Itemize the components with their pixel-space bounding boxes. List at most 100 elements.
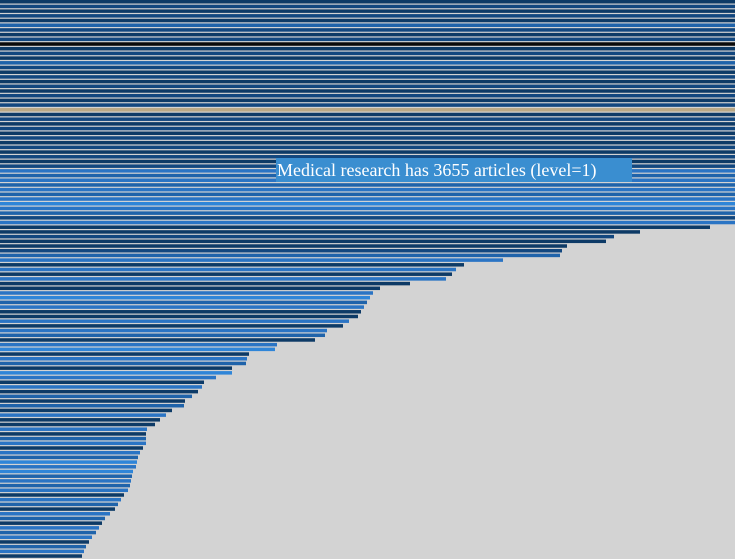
bar[interactable] — [0, 441, 146, 446]
bar[interactable] — [0, 422, 155, 427]
bar[interactable] — [0, 56, 735, 60]
bar[interactable] — [0, 192, 735, 197]
bar[interactable] — [0, 394, 192, 399]
bar[interactable] — [0, 389, 198, 394]
bar[interactable] — [0, 324, 343, 328]
bar[interactable] — [0, 366, 232, 370]
bar[interactable] — [0, 211, 735, 215]
bar[interactable] — [0, 42, 735, 46]
bar[interactable] — [0, 418, 160, 422]
bar[interactable] — [0, 338, 315, 342]
bar[interactable] — [0, 258, 503, 262]
bar[interactable] — [0, 357, 247, 361]
bar[interactable] — [0, 399, 185, 403]
bar[interactable] — [0, 380, 204, 385]
bar[interactable] — [0, 455, 138, 460]
bar[interactable] — [0, 436, 146, 441]
bar[interactable] — [0, 126, 735, 131]
bar[interactable] — [0, 483, 130, 488]
bar[interactable] — [0, 23, 735, 27]
bar[interactable] — [0, 347, 275, 352]
bar[interactable] — [0, 51, 735, 56]
bar[interactable] — [0, 300, 367, 305]
bar[interactable] — [0, 108, 735, 112]
bar[interactable] — [0, 413, 166, 417]
bar[interactable] — [0, 493, 124, 497]
bar[interactable] — [0, 530, 96, 535]
bar[interactable] — [0, 263, 464, 267]
bar[interactable] — [0, 352, 249, 356]
bar[interactable] — [0, 521, 102, 525]
bar[interactable] — [0, 18, 735, 23]
bar[interactable] — [0, 65, 735, 70]
bar[interactable] — [0, 112, 735, 117]
bar[interactable] — [0, 319, 349, 323]
bar[interactable] — [0, 516, 105, 521]
bar[interactable] — [0, 310, 361, 314]
bar[interactable] — [0, 432, 146, 436]
bar[interactable] — [0, 89, 735, 93]
bar[interactable] — [0, 535, 92, 540]
bar[interactable] — [0, 122, 735, 126]
bar[interactable] — [0, 385, 202, 389]
bar[interactable] — [0, 61, 735, 65]
bar[interactable] — [0, 314, 358, 319]
bar[interactable] — [0, 84, 735, 89]
bar[interactable] — [0, 103, 735, 107]
bar[interactable] — [0, 488, 128, 493]
bar[interactable] — [0, 37, 735, 42]
bar[interactable] — [0, 150, 735, 154]
bar[interactable] — [0, 4, 735, 9]
bar[interactable] — [0, 361, 246, 366]
bar[interactable] — [0, 14, 735, 18]
bar[interactable] — [0, 32, 735, 37]
bar[interactable] — [0, 450, 140, 455]
bar[interactable] — [0, 371, 232, 375]
bar[interactable] — [0, 234, 614, 239]
bar[interactable] — [0, 145, 735, 150]
bar[interactable] — [0, 403, 184, 408]
bar[interactable] — [0, 305, 364, 309]
bar[interactable] — [0, 131, 735, 136]
bar[interactable] — [0, 291, 373, 295]
bar[interactable] — [0, 0, 735, 4]
bar[interactable] — [0, 230, 640, 234]
bar[interactable] — [0, 187, 735, 192]
bar[interactable] — [0, 28, 735, 32]
bar[interactable] — [0, 328, 327, 333]
bar[interactable] — [0, 295, 370, 300]
bar[interactable] — [0, 479, 131, 483]
bar[interactable] — [0, 155, 735, 159]
bar[interactable] — [0, 216, 735, 220]
bar[interactable] — [0, 497, 121, 502]
bar[interactable] — [0, 220, 735, 225]
bar[interactable] — [0, 544, 86, 549]
bar[interactable] — [0, 446, 143, 450]
bar[interactable] — [0, 267, 456, 272]
bar[interactable] — [0, 554, 82, 558]
bar[interactable] — [0, 512, 110, 516]
bar[interactable] — [0, 201, 735, 206]
bar[interactable] — [0, 253, 560, 258]
bar[interactable] — [0, 136, 735, 140]
bar[interactable] — [0, 75, 735, 79]
bar[interactable] — [0, 460, 137, 464]
bar[interactable] — [0, 333, 325, 338]
bar[interactable] — [0, 140, 735, 145]
bar[interactable] — [0, 272, 452, 276]
bar[interactable] — [0, 507, 115, 511]
bar[interactable] — [0, 540, 89, 544]
bar[interactable] — [0, 281, 410, 286]
bar[interactable] — [0, 239, 606, 244]
bar[interactable] — [0, 427, 147, 431]
bar[interactable] — [0, 408, 172, 413]
bar[interactable] — [0, 286, 380, 291]
bar[interactable] — [0, 244, 567, 248]
bar[interactable] — [0, 197, 735, 201]
bar[interactable] — [0, 79, 735, 84]
bar[interactable] — [0, 98, 735, 103]
bar[interactable] — [0, 248, 562, 253]
bar[interactable] — [0, 9, 735, 13]
bar[interactable] — [0, 469, 133, 474]
bar[interactable] — [0, 342, 277, 347]
